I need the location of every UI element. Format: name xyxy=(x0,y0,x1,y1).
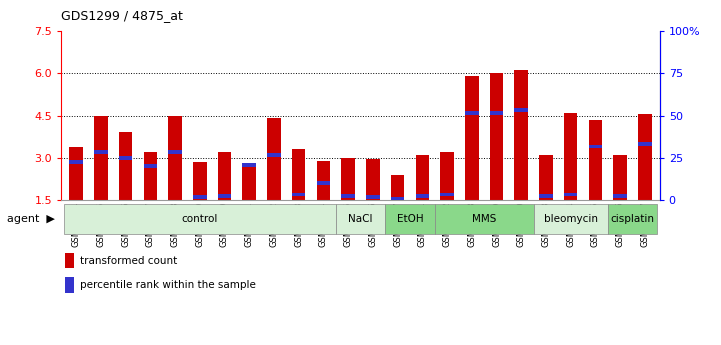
Bar xyxy=(341,194,355,198)
Bar xyxy=(267,153,280,157)
Bar xyxy=(267,118,280,200)
Bar xyxy=(608,204,658,234)
Bar xyxy=(614,194,627,198)
Bar xyxy=(415,155,429,200)
Text: NaCl: NaCl xyxy=(348,214,373,224)
Bar xyxy=(317,161,330,200)
Bar xyxy=(218,152,231,200)
Bar xyxy=(242,163,256,167)
Bar xyxy=(490,73,503,200)
Bar xyxy=(292,149,306,200)
Bar xyxy=(143,152,157,200)
Bar xyxy=(63,204,336,234)
Text: cisplatin: cisplatin xyxy=(611,214,655,224)
Bar xyxy=(143,165,157,168)
Bar xyxy=(193,162,206,200)
Bar xyxy=(441,152,454,200)
Bar xyxy=(490,111,503,115)
Bar xyxy=(292,193,306,196)
Bar xyxy=(94,116,107,200)
Bar xyxy=(638,114,652,200)
Bar xyxy=(341,158,355,200)
Bar xyxy=(94,150,107,154)
Bar xyxy=(317,181,330,185)
Bar xyxy=(539,194,553,198)
Bar xyxy=(336,204,385,234)
Bar xyxy=(435,204,534,234)
Text: bleomycin: bleomycin xyxy=(544,214,598,224)
Bar xyxy=(385,204,435,234)
Text: EtOH: EtOH xyxy=(397,214,423,224)
Bar xyxy=(218,194,231,198)
Text: GDS1299 / 4875_at: GDS1299 / 4875_at xyxy=(61,9,183,22)
Bar xyxy=(415,194,429,198)
Bar xyxy=(242,164,256,200)
Bar xyxy=(391,175,404,200)
Bar xyxy=(366,159,380,200)
Bar xyxy=(534,204,608,234)
Text: MMS: MMS xyxy=(472,214,496,224)
Bar xyxy=(515,70,528,200)
Bar xyxy=(588,145,602,148)
Bar xyxy=(564,193,578,196)
Bar xyxy=(515,108,528,112)
Text: control: control xyxy=(182,214,218,224)
Bar xyxy=(588,120,602,200)
Text: transformed count: transformed count xyxy=(80,256,177,266)
Bar xyxy=(465,76,479,200)
Bar xyxy=(465,111,479,115)
Text: percentile rank within the sample: percentile rank within the sample xyxy=(80,280,256,290)
Bar xyxy=(441,193,454,196)
Bar xyxy=(391,197,404,200)
Bar xyxy=(564,113,578,200)
Bar xyxy=(168,116,182,200)
Bar xyxy=(69,147,83,200)
Bar xyxy=(638,142,652,146)
Bar xyxy=(614,155,627,200)
Bar xyxy=(366,196,380,199)
Bar xyxy=(539,155,553,200)
Bar xyxy=(119,132,133,200)
Bar xyxy=(69,160,83,164)
Bar xyxy=(119,156,133,160)
Bar xyxy=(168,150,182,154)
Text: agent  ▶: agent ▶ xyxy=(7,214,55,224)
Bar xyxy=(193,196,206,199)
